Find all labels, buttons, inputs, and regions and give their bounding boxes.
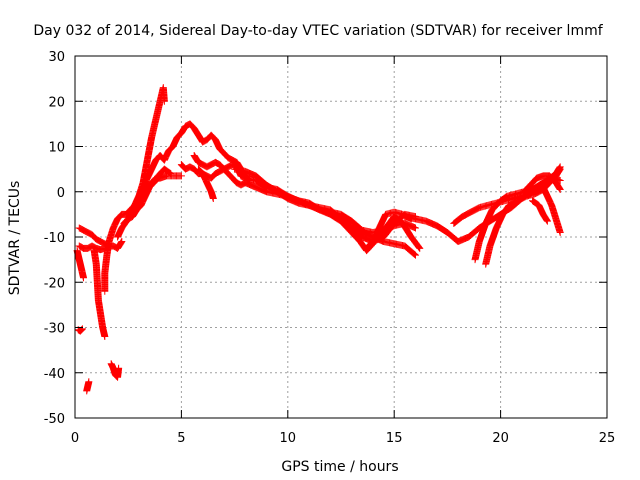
y-axis-label: SDTVAR / TECUs xyxy=(7,181,23,296)
y-tick-label: -10 xyxy=(44,231,65,246)
chart-title: Day 032 of 2014, Sidereal Day-to-day VTE… xyxy=(33,23,603,39)
marker-points xyxy=(83,378,93,395)
series-track-d xyxy=(74,325,86,335)
marker-points xyxy=(539,183,564,236)
series-track-f xyxy=(90,247,109,341)
marker-points xyxy=(529,197,551,225)
series-track-i xyxy=(114,172,185,241)
marker-points xyxy=(231,165,419,246)
marker-points xyxy=(190,152,249,189)
marker-points xyxy=(101,84,168,295)
marker-points xyxy=(365,213,424,252)
series-track-g xyxy=(101,84,168,295)
x-tick-label: 25 xyxy=(599,431,616,446)
x-axis-label: GPS time / hours xyxy=(281,459,398,475)
series-track-h xyxy=(107,360,123,381)
series-track-n xyxy=(194,165,217,203)
series-track-k xyxy=(126,120,253,218)
y-tick-label: 10 xyxy=(48,141,65,156)
series-track-p xyxy=(231,165,419,246)
marker-points xyxy=(90,247,109,341)
axis-ticks: -50 -40 -30 -20 -10 0 10 20 30 0 5 10 15 20 25 xyxy=(44,50,616,446)
x-tick-label: 10 xyxy=(280,431,297,446)
series-track-m xyxy=(190,152,249,189)
x-tick-label: 5 xyxy=(177,431,185,446)
marker-points xyxy=(74,325,86,335)
y-tick-label: -20 xyxy=(44,276,65,291)
grid xyxy=(75,56,607,418)
data-markers xyxy=(73,84,564,395)
marker-points xyxy=(75,242,109,254)
y-tick-label: -30 xyxy=(44,322,65,337)
marker-points xyxy=(126,120,253,218)
series-track-x xyxy=(529,197,551,225)
series-track-c xyxy=(73,247,88,282)
x-tick-label: 20 xyxy=(492,431,509,446)
x-tick-label: 15 xyxy=(386,431,403,446)
y-tick-label: -50 xyxy=(44,412,65,427)
y-tick-label: 30 xyxy=(48,50,65,65)
y-tick-label: -40 xyxy=(44,367,65,382)
series-track-y xyxy=(539,183,564,236)
marker-points xyxy=(107,360,123,381)
marker-points xyxy=(194,165,217,203)
series-track-s xyxy=(365,213,424,252)
y-tick-label: 0 xyxy=(57,186,65,201)
marker-points xyxy=(114,172,185,241)
y-tick-label: 20 xyxy=(48,95,65,110)
series-track-b xyxy=(75,242,109,254)
series-track-e xyxy=(83,378,93,395)
x-tick-label: 0 xyxy=(71,431,79,446)
marker-points xyxy=(73,247,88,282)
